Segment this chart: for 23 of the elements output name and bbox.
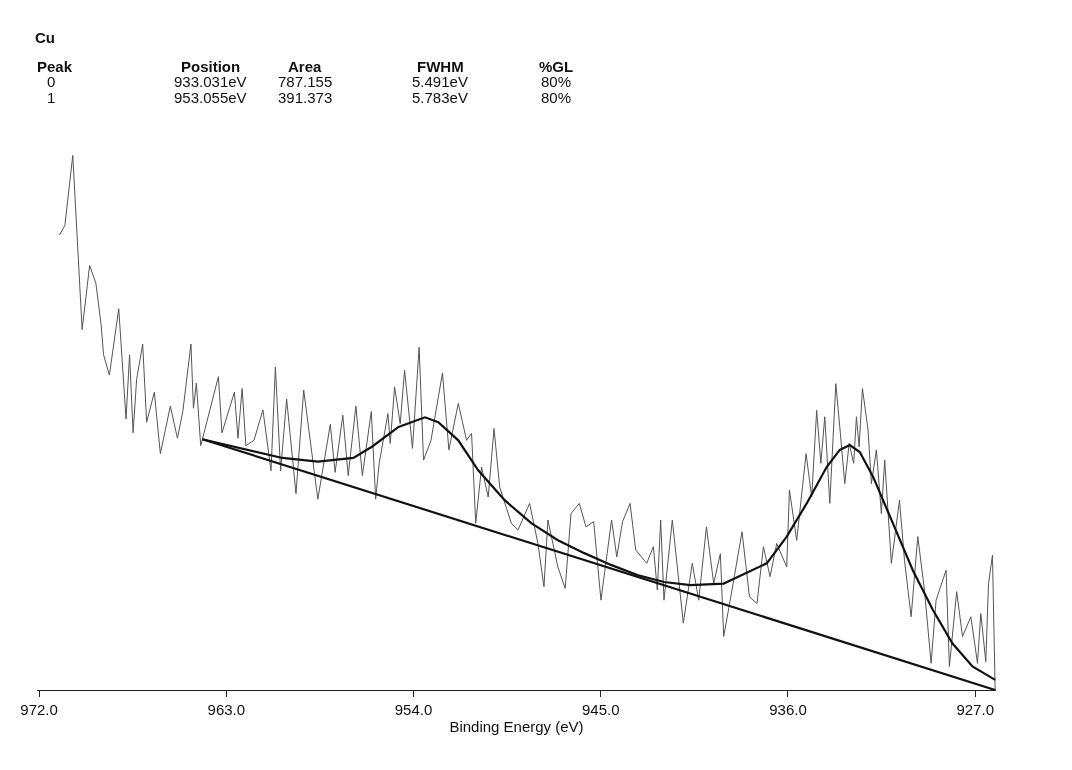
- text: 5.491eV: [412, 73, 468, 90]
- x-tick-label: 972.0: [20, 701, 58, 718]
- text: 391.373: [278, 89, 333, 106]
- text: 0: [47, 73, 56, 90]
- text: FWHM: [417, 58, 464, 75]
- text: %GL: [539, 58, 574, 75]
- text: Peak: [37, 58, 73, 75]
- text: 953.055eV: [174, 89, 247, 106]
- x-tick-label: 963.0: [207, 701, 246, 718]
- text: 787.155: [278, 73, 333, 90]
- chart-title: Cu: [35, 29, 55, 47]
- x-tick-label: 945.0: [581, 701, 620, 718]
- x-tick-label: 954.0: [394, 701, 433, 718]
- x-axis-title: Binding Energy (eV): [449, 718, 584, 735]
- text: 5.783eV: [412, 89, 468, 106]
- x-tick-label: 936.0: [769, 701, 807, 718]
- text: 933.031eV: [174, 73, 247, 90]
- text: 80%: [541, 89, 572, 106]
- text: Area: [288, 58, 323, 75]
- text: 80%: [541, 73, 572, 90]
- x-tick-label: 927.0: [956, 701, 994, 718]
- text: 1: [47, 89, 56, 106]
- text: Position: [181, 58, 241, 75]
